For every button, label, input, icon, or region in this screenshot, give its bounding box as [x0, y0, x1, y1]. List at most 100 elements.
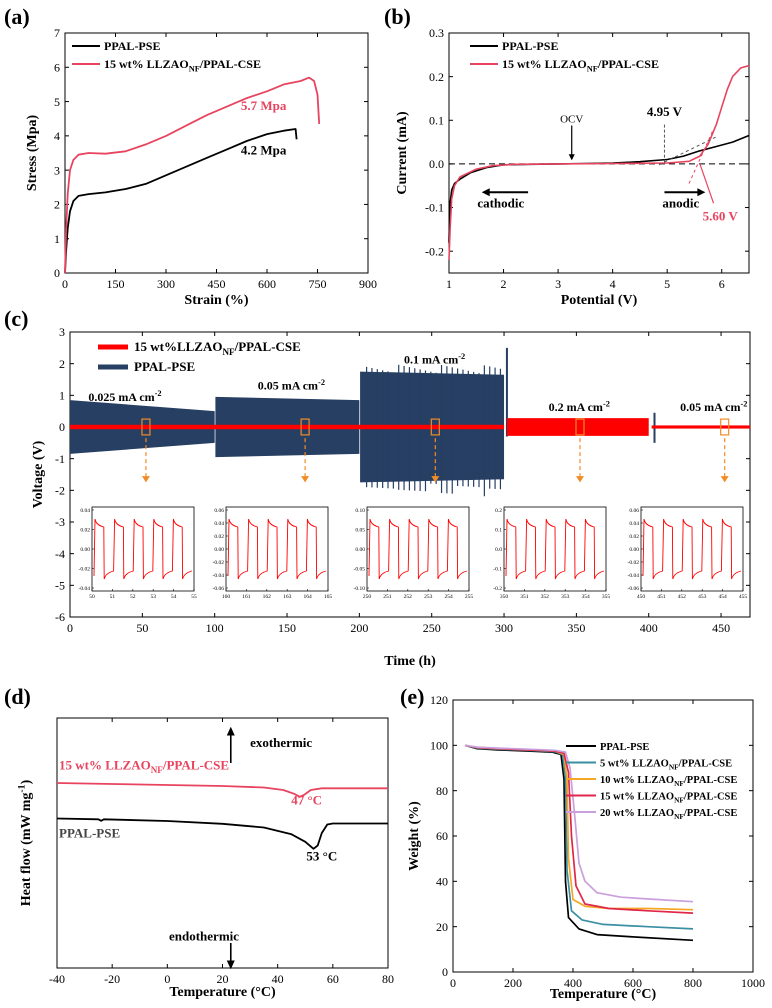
dsc-curve	[56, 782, 388, 798]
inset-y-tick-label: 0.00	[629, 547, 639, 553]
y-tick-label: 80	[436, 784, 448, 798]
inset-x-tick-label: 53	[150, 594, 156, 600]
inset-x-tick-label: 51	[110, 594, 116, 600]
inset-x-tick-label: 253	[424, 594, 433, 600]
direction-label: endothermic	[169, 929, 239, 944]
x-tick-label: -40	[49, 972, 65, 986]
inset-y-tick-label: -0.02	[628, 560, 640, 566]
x-tick-label: 100	[206, 621, 224, 635]
peak-temperature-label: 47 °C	[291, 792, 322, 807]
zoom-marker	[300, 418, 310, 436]
inset-voltage-profile	[505, 518, 605, 580]
inset-y-tick-label: 0.04	[629, 521, 639, 527]
cse-voltage-band	[70, 424, 505, 430]
zoom-marker	[430, 418, 440, 436]
x-tick-label: 350	[567, 621, 585, 635]
ocv-label: OCV	[560, 113, 583, 125]
inset-x-tick-label: 451	[657, 594, 666, 600]
x-tick-label: 200	[504, 976, 522, 990]
inset-y-tick-label: -0.05	[354, 567, 366, 573]
x-axis-title: Potential (V)	[561, 293, 638, 308]
legend-label: 15 wt% LLZAONF/PPAL-CSE	[600, 792, 737, 805]
x-tick-label: 40	[272, 972, 284, 986]
zoom-arrowhead	[720, 476, 729, 483]
x-tick-label: 80	[382, 972, 394, 986]
current-density-label: 0.025 mA cm-2	[88, 389, 161, 404]
plot-frame	[452, 699, 754, 973]
cse-voltage-band	[506, 418, 649, 436]
y-tick-label: -0.2	[425, 244, 444, 258]
panel-label: (a)	[4, 4, 30, 29]
inset-x-tick-label: 351	[520, 594, 529, 600]
zoom-arrowhead	[141, 476, 150, 483]
value-annotation: 4.2 Mpa	[241, 143, 287, 158]
inset-y-tick-label: 0.02	[80, 528, 90, 534]
endothermic-arrowhead	[226, 960, 235, 970]
panel-label: (e)	[400, 684, 424, 709]
x-tick-label: 50	[136, 621, 148, 635]
inset-x-tick-label: 354	[581, 594, 590, 600]
inset-y-tick-label: -0.04	[628, 573, 640, 579]
y-tick-label: -0.1	[425, 201, 444, 215]
inset-y-tick-label: -0.06	[213, 586, 225, 592]
inset-y-tick-label: -0.10	[354, 586, 366, 592]
onset-label: 5.60 V	[703, 209, 739, 224]
inset-y-tick-label: 0.0	[495, 547, 502, 553]
inset-voltage-profile	[642, 518, 742, 580]
legend-label: PPAL-PSE	[502, 39, 558, 53]
inset-y-tick-label: 0.04	[214, 521, 224, 527]
inset-x-tick-label: 164	[303, 594, 312, 600]
panel-a: (a) 0 150 300 450 600 750 900 0 1 2 3 4 5 6 7 Strain (%)…	[4, 4, 377, 308]
tangent-line	[658, 136, 717, 166]
y-tick-label: 0.1	[429, 113, 444, 127]
zoom-arrowhead	[301, 476, 310, 483]
legend-label: 15 wt% LLZAONF/PPAL-CSE	[104, 57, 261, 74]
inset-x-tick-label: 54	[171, 594, 177, 600]
anodic-arrowhead	[697, 188, 706, 197]
dsc-curve	[56, 817, 388, 850]
x-tick-label: 150	[107, 277, 125, 291]
y-tick-label: 0.3	[429, 26, 444, 40]
inset-x-tick-label: 350	[500, 594, 509, 600]
inset-x-tick-label: 355	[602, 594, 611, 600]
tga-curve	[464, 744, 694, 903]
inset-y-tick-label: 0.10	[355, 508, 365, 514]
series-label: 15 wt% LLZAONF/PPAL-CSE	[59, 757, 229, 775]
panel-b: (b) 1 2 3 4 5 6 -0.2 -0.1 0.0 0.1 0.2 0.3 Potential (…	[384, 4, 750, 308]
x-tick-label: 2	[501, 277, 507, 291]
x-tick-label: 450	[712, 621, 730, 635]
x-tick-label: 250	[423, 621, 441, 635]
legend-label: PPAL-PSE	[104, 39, 160, 53]
x-axis-title: Temperature (°C)	[550, 987, 657, 1002]
zoom-arrowhead	[576, 476, 584, 483]
inset-x-tick-label: 352	[541, 594, 550, 600]
y-tick-label: -2	[55, 484, 65, 498]
inset-x-tick-label: 50	[89, 594, 95, 600]
onset-pointer	[699, 163, 715, 204]
inset-y-tick-label: -0.02	[79, 567, 91, 573]
panel-d: (d) -40 -20 0 20 40 60 80 Temperature (°C) Heat f…	[4, 684, 394, 1000]
x-tick-label: 6	[719, 277, 725, 291]
tga-curve	[464, 744, 694, 930]
inset-x-tick-label: 163	[283, 594, 292, 600]
legend-label: 20 wt% LLZAONF/PPAL-CSE	[600, 808, 737, 821]
panel-label: (c)	[4, 306, 28, 331]
y-tick-label: -3	[55, 515, 65, 529]
x-tick-label: 450	[208, 277, 226, 291]
inset-x-tick-label: 255	[465, 594, 474, 600]
x-tick-label: 0	[450, 976, 456, 990]
legend-label: 5 wt% LLZAONF/PPAL-CSE	[600, 759, 732, 772]
inset-x-tick-label: 452	[678, 594, 687, 600]
current-density-label: 0.05 mA cm-2	[258, 378, 325, 393]
inset-y-tick-label: 0.06	[214, 508, 224, 514]
inset-y-tick-label: 0.2	[495, 508, 502, 514]
cse-voltage-band	[651, 425, 750, 429]
legend-label: PPAL-PSE	[600, 742, 649, 753]
x-tick-label: 400	[640, 621, 658, 635]
y-tick-label: 0.0	[429, 157, 444, 171]
inset-x-tick-label: 453	[698, 594, 707, 600]
y-tick-label: 1	[59, 389, 65, 403]
plot-frame	[69, 331, 751, 618]
inset-voltage-profile	[93, 518, 193, 580]
y-tick-label: -6	[55, 610, 65, 624]
